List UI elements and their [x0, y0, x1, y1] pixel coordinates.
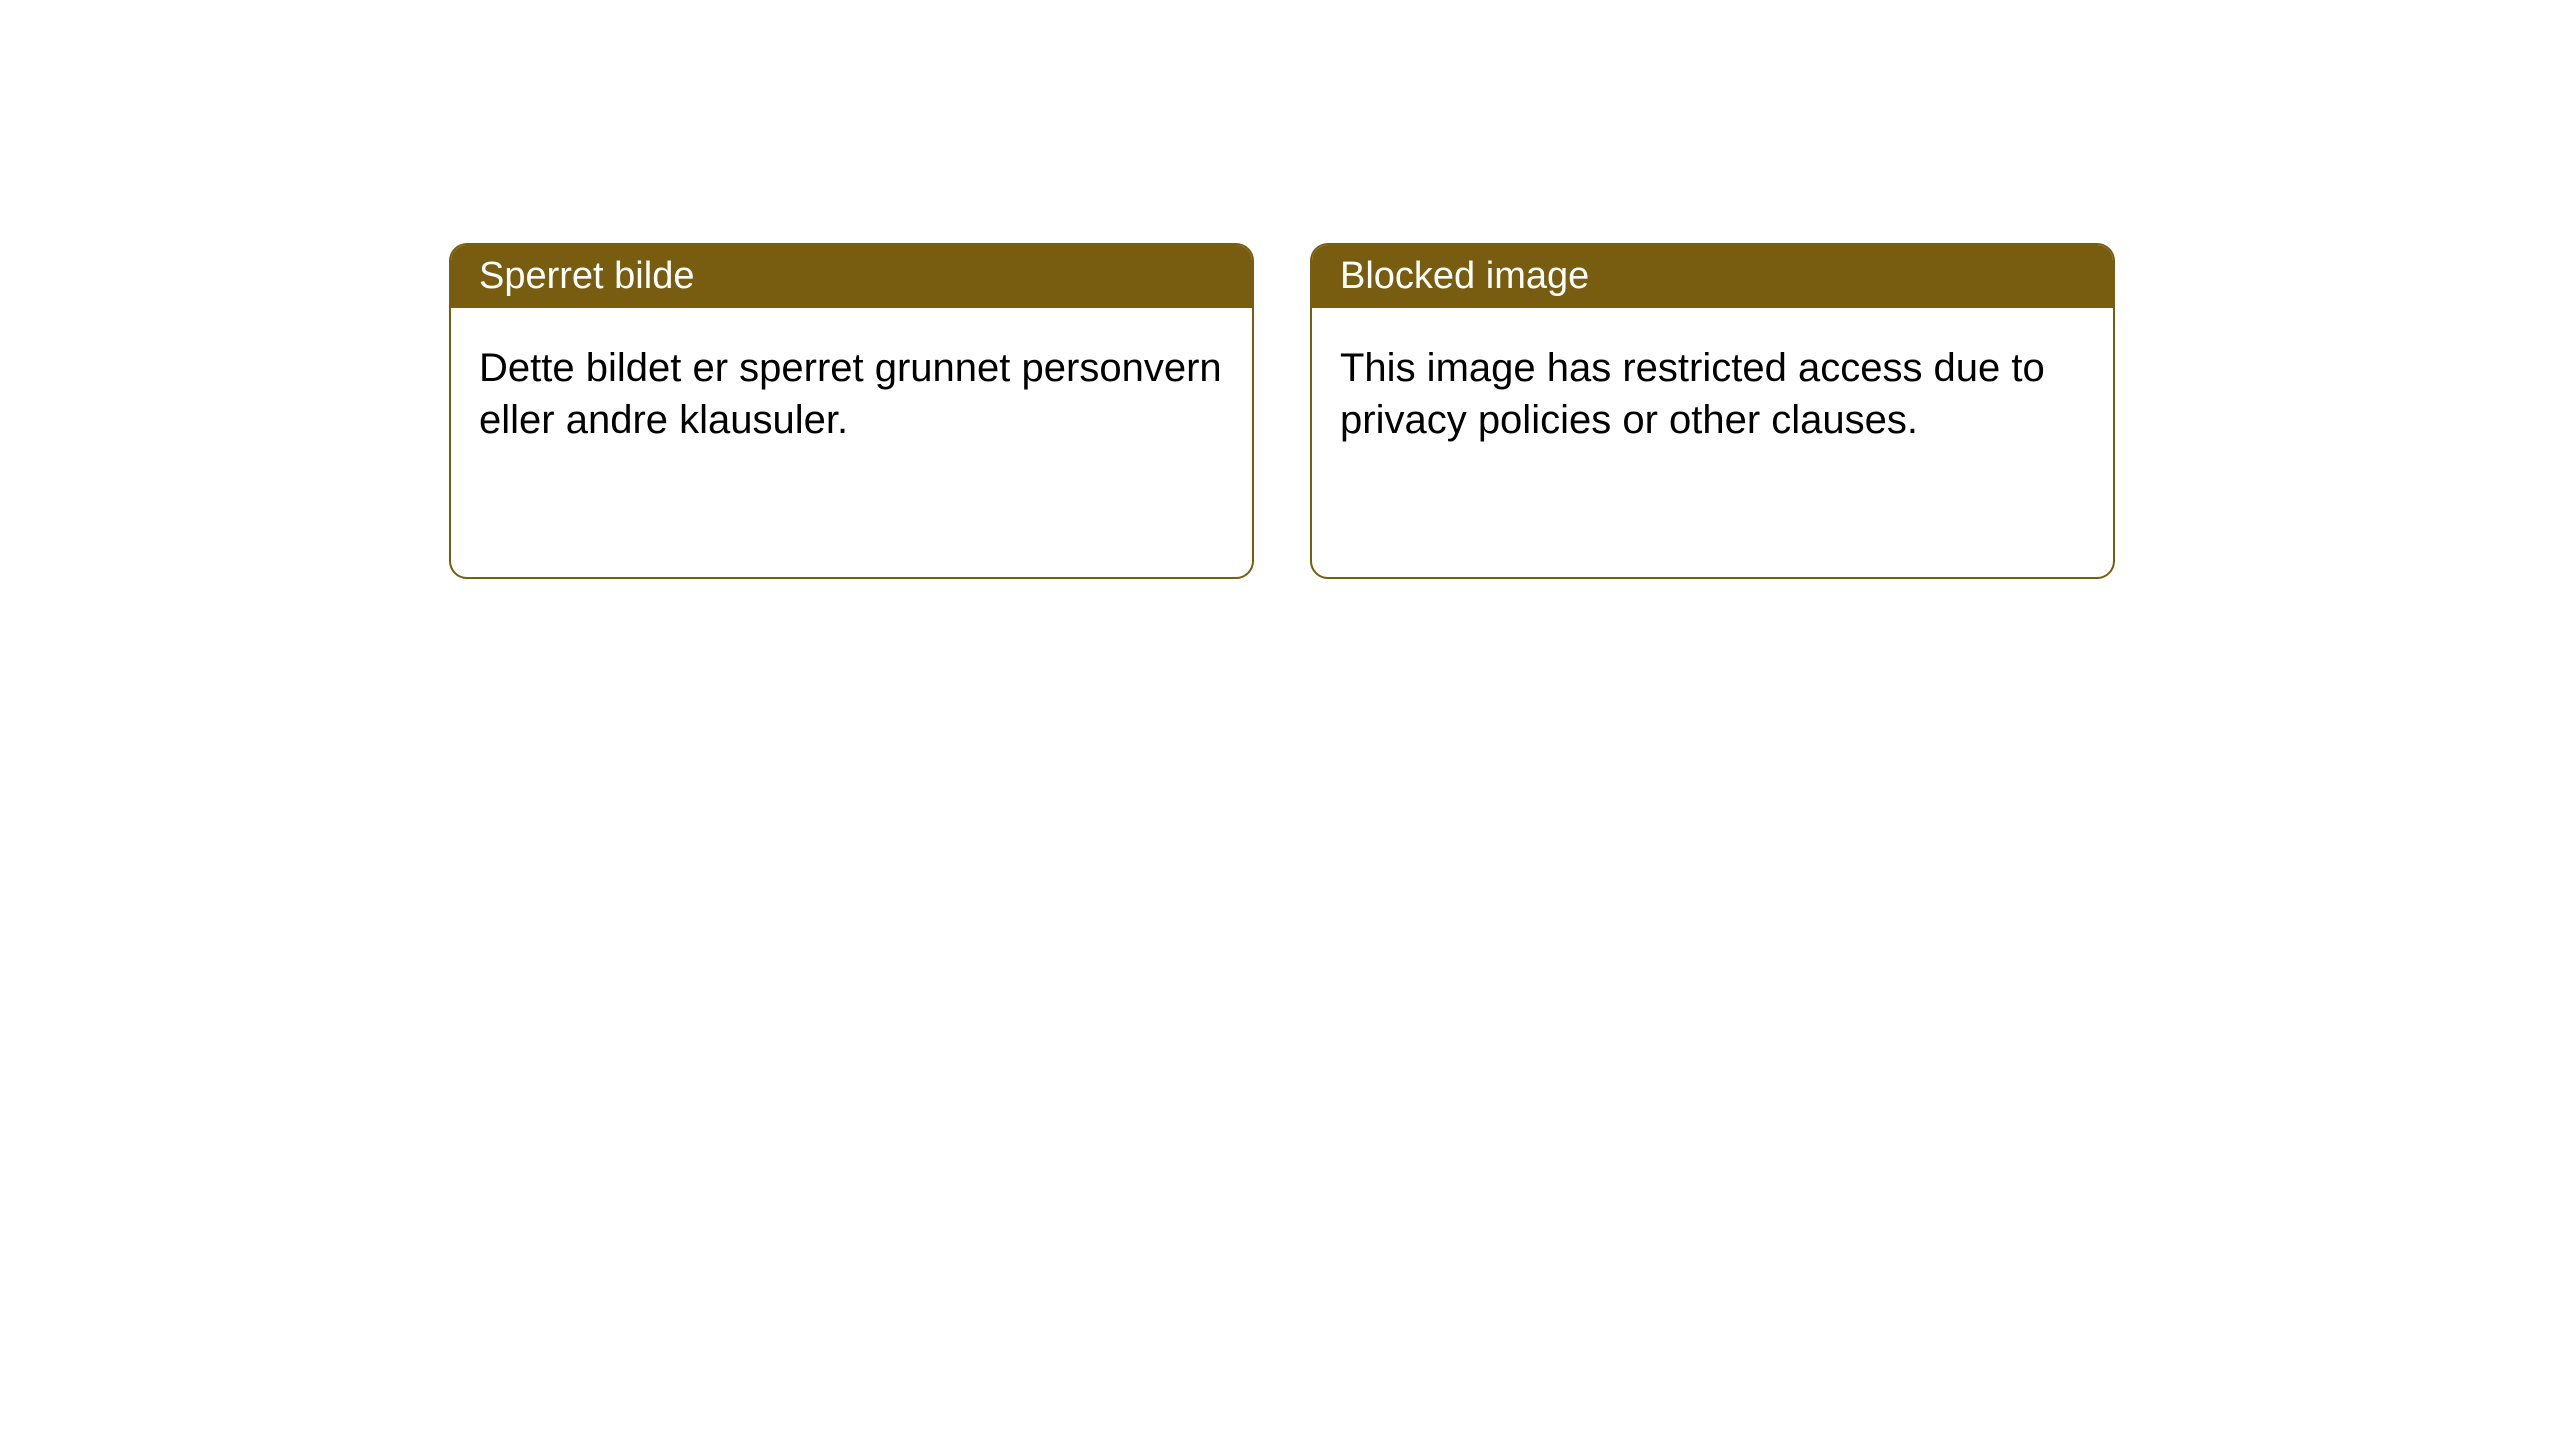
- notice-header: Sperret bilde: [451, 245, 1252, 308]
- notice-body-text: Dette bildet er sperret grunnet personve…: [479, 346, 1222, 442]
- notice-body-text: This image has restricted access due to …: [1340, 346, 2045, 442]
- notice-card-norwegian: Sperret bilde Dette bildet er sperret gr…: [449, 243, 1254, 579]
- notice-title: Blocked image: [1340, 255, 1589, 297]
- notice-body: This image has restricted access due to …: [1312, 308, 2113, 480]
- notice-body: Dette bildet er sperret grunnet personve…: [451, 308, 1252, 480]
- notice-title: Sperret bilde: [479, 255, 694, 297]
- notice-container: Sperret bilde Dette bildet er sperret gr…: [0, 0, 2560, 579]
- notice-card-english: Blocked image This image has restricted …: [1310, 243, 2115, 579]
- notice-header: Blocked image: [1312, 245, 2113, 308]
